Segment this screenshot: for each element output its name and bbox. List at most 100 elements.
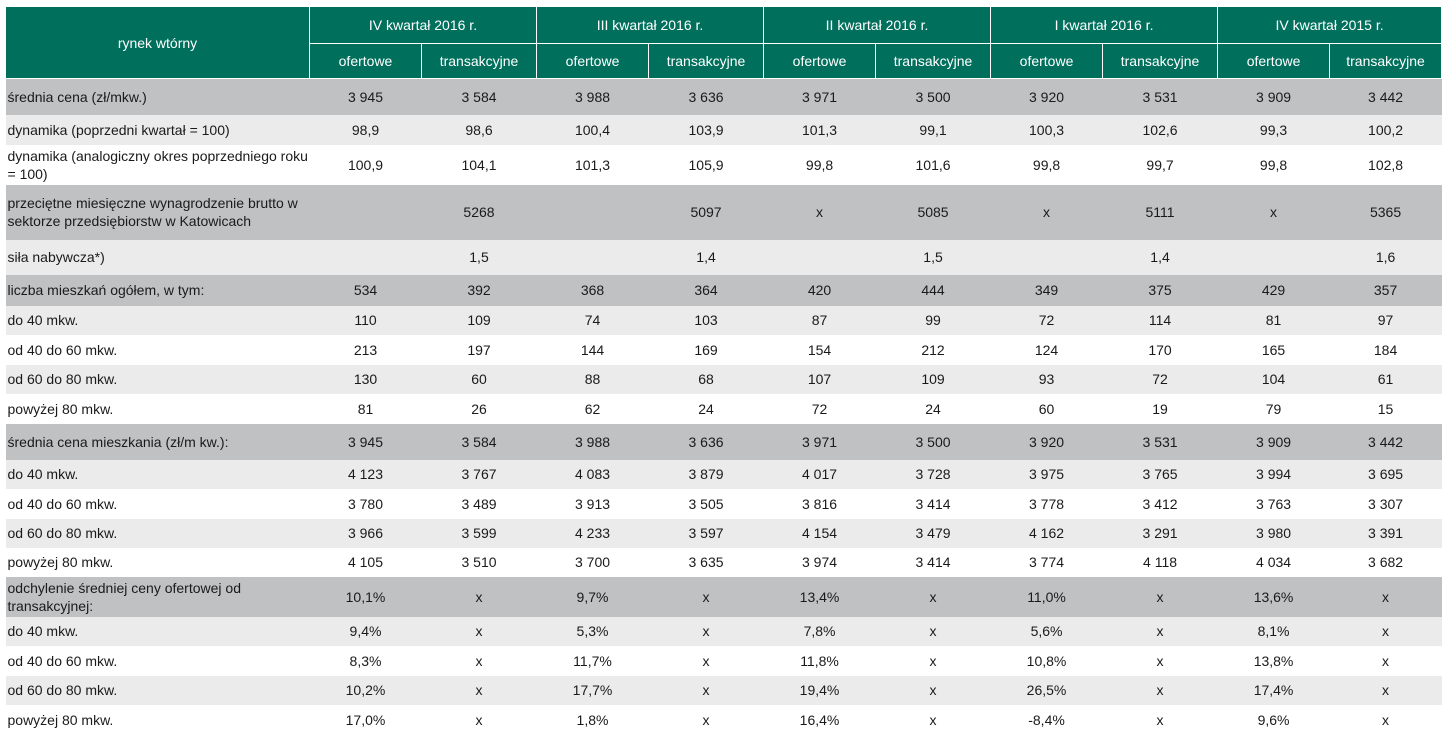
table-cell: 11,7%: [536, 645, 649, 676]
subheader-cell: transakcyjne: [648, 43, 765, 79]
table-cell: 444: [875, 274, 991, 306]
table-cell: 3 980: [1217, 518, 1330, 548]
table-cell: 420: [763, 274, 876, 306]
table-cell: 109: [421, 305, 537, 335]
row-label: od 60 do 80 mkw.: [5, 675, 310, 705]
table-cell: 3 920: [990, 423, 1103, 460]
table-cell: 3 971: [763, 423, 876, 460]
table-cell: x: [875, 616, 991, 646]
table-cell: 197: [421, 334, 537, 365]
table-cell: 3 500: [875, 78, 991, 115]
table-row: przeciętne miesięczne wynagrodzenie brut…: [5, 184, 1442, 240]
row-label: siła nabywcza*): [5, 239, 310, 275]
table-cell: x: [421, 704, 537, 735]
table-cell: 9,4%: [309, 616, 422, 646]
table-row: od 60 do 80 mkw. 130 60 88 68 107 109 93 72 104 61: [5, 364, 1442, 394]
table-cell: x: [1217, 184, 1330, 240]
table-cell: 88: [536, 364, 649, 394]
table-cell: 61: [1329, 364, 1442, 394]
table-cell: 100,9: [309, 144, 422, 185]
table-cell: 109: [875, 364, 991, 394]
table-cell: 4 034: [1217, 547, 1330, 577]
table-cell: 101,6: [875, 144, 991, 185]
table-cell: 19: [1102, 393, 1218, 424]
table-cell: 5268: [421, 184, 537, 240]
table-cell: 3 994: [1217, 459, 1330, 489]
table-row: do 40 mkw. 110 109 74 103 87 99 72 114 81 97: [5, 305, 1442, 335]
table-cell: 10,1%: [309, 576, 422, 617]
table-cell: 3 780: [309, 488, 422, 519]
table-cell: x: [875, 576, 991, 617]
table-cell: 4 162: [990, 518, 1103, 548]
table-cell: 101,3: [763, 114, 876, 145]
table-cell: x: [648, 704, 764, 735]
table-cell: 72: [990, 305, 1103, 335]
table-cell: 68: [648, 364, 764, 394]
table-cell: 3 879: [648, 459, 764, 489]
table-cell: x: [1102, 616, 1218, 646]
table-cell: x: [1329, 675, 1442, 705]
table-cell: 3 489: [421, 488, 537, 519]
table-cell: 60: [421, 364, 537, 394]
table-cell: 3 975: [990, 459, 1103, 489]
table-cell: 99,8: [990, 144, 1103, 185]
table-cell: 3 636: [648, 423, 764, 460]
table-row: siła nabywcza*) 1,5 1,4 1,5 1,4 1,6: [5, 239, 1442, 275]
table-cell: 103: [648, 305, 764, 335]
table-cell: 5,3%: [536, 616, 649, 646]
table-cell: 3 945: [309, 78, 422, 115]
subheader-cell: ofertowe: [536, 43, 650, 79]
table-cell: 10,8%: [990, 645, 1103, 676]
table-cell: 3 510: [421, 547, 537, 577]
table-cell: 5097: [648, 184, 764, 240]
table-cell: 4 233: [536, 518, 649, 548]
table-cell: 99,8: [1217, 144, 1330, 185]
table-cell: 93: [990, 364, 1103, 394]
row-label: do 40 mkw.: [5, 459, 310, 489]
table-cell: -8,4%: [990, 704, 1103, 735]
table-cell: 81: [309, 393, 422, 424]
table-cell: 3 920: [990, 78, 1103, 115]
table-cell: x: [1102, 704, 1218, 735]
row-label: od 40 do 60 mkw.: [5, 488, 310, 519]
subheader-cell: transakcyjne: [1329, 43, 1443, 79]
table-cell: x: [421, 645, 537, 676]
table-cell: 100,4: [536, 114, 649, 145]
table-row: od 40 do 60 mkw. 8,3% x 11,7% x 11,8% x 10,8% x 1…: [5, 645, 1442, 676]
row-label: przeciętne miesięczne wynagrodzenie brut…: [5, 184, 310, 240]
table-cell: x: [1329, 616, 1442, 646]
table-cell: 3 307: [1329, 488, 1442, 519]
table-cell: 104,1: [421, 144, 537, 185]
table-cell: 97: [1329, 305, 1442, 335]
table-cell: 375: [1102, 274, 1218, 306]
table-cell: 3 774: [990, 547, 1103, 577]
subheader-cell: transakcyjne: [875, 43, 992, 79]
row-label: powyżej 80 mkw.: [5, 393, 310, 424]
table-cell: 3 966: [309, 518, 422, 548]
table-cell: 17,7%: [536, 675, 649, 705]
table-cell: 165: [1217, 334, 1330, 365]
table-cell: x: [648, 645, 764, 676]
table-cell: 3 531: [1102, 423, 1218, 460]
quarter-header: IV kwartał 2015 r.: [1217, 6, 1443, 44]
table-cell: 99,1: [875, 114, 991, 145]
table-cell: 11,0%: [990, 576, 1103, 617]
table-cell: 3 909: [1217, 423, 1330, 460]
table-cell: [1217, 239, 1330, 275]
table-row: powyżej 80 mkw. 4 105 3 510 3 700 3 635 3 974…: [5, 547, 1442, 577]
table-cell: [536, 239, 649, 275]
table-cell: 101,3: [536, 144, 649, 185]
quarter-header: IV kwartał 2016 r.: [308, 6, 538, 44]
table-cell: 74: [536, 305, 649, 335]
table-cell: 99,3: [1217, 114, 1330, 145]
table-row: do 40 mkw. 9,4% x 5,3% x 7,8% x 5,6% x 8,1% x: [5, 616, 1442, 646]
row-label: od 60 do 80 mkw.: [5, 364, 310, 394]
table-cell: 4 118: [1102, 547, 1218, 577]
table-cell: [309, 184, 422, 240]
table-cell: 110: [309, 305, 422, 335]
table-cell: 3 584: [421, 78, 537, 115]
table-cell: 534: [309, 274, 422, 306]
table-cell: 3 635: [648, 547, 764, 577]
header-row-types: ofertowe transakcyjne ofertowe transakcy…: [6, 43, 1443, 79]
table-cell: [763, 239, 876, 275]
